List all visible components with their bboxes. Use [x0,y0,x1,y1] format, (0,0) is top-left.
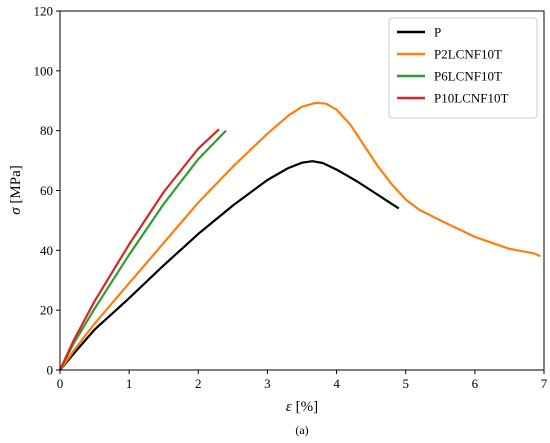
series-line-p10lcnf10t [59,128,220,371]
legend-frame [388,17,538,119]
legend-label-p: P [434,25,441,40]
x-tick-label: 6 [472,376,479,391]
y-tick-label: 120 [34,4,54,19]
y-tick-label: 40 [40,243,53,258]
x-tick-label: 7 [541,376,548,391]
y-tick-label: 20 [40,303,53,318]
x-tick-label: 5 [402,376,409,391]
y-tick-label: 80 [40,123,53,138]
y-axis-label: σ [MPa] [8,165,24,214]
figure-label: (a) [295,423,308,437]
legend-label-p10lcnf10t: P10LCNF10T [434,91,508,106]
x-tick-label: 1 [126,376,133,391]
series-line-p2lcnf10t [59,101,541,371]
x-tick-label: 2 [195,376,202,391]
y-tick-label: 100 [34,63,54,78]
legend-label-p2lcnf10t: P2LCNF10T [434,47,502,62]
ticks-layer: 0 1 2 3 4 5 6 7 0 20 40 60 80 100 120 [34,4,548,392]
x-tick-label: 3 [264,376,271,391]
x-axis-unit: [%] [296,399,319,415]
series-line-p6lcnf10t [59,129,227,371]
y-axis-symbol: σ [8,207,24,215]
legend-label-p6lcnf10t: P6LCNF10T [434,69,502,84]
legend: P P2LCNF10T P6LCNF10T P10LCNF10T [388,17,538,119]
y-axis-unit: [MPa] [8,165,24,203]
x-axis-label: ε [%] [286,399,318,415]
x-axis-symbol: ε [286,399,292,415]
x-tick-label: 4 [333,376,340,391]
series-layer [59,101,541,371]
y-tick-label: 60 [40,183,53,198]
y-tick-label: 0 [47,363,54,378]
x-tick-label: 0 [57,376,64,391]
series-line-p [59,160,400,371]
